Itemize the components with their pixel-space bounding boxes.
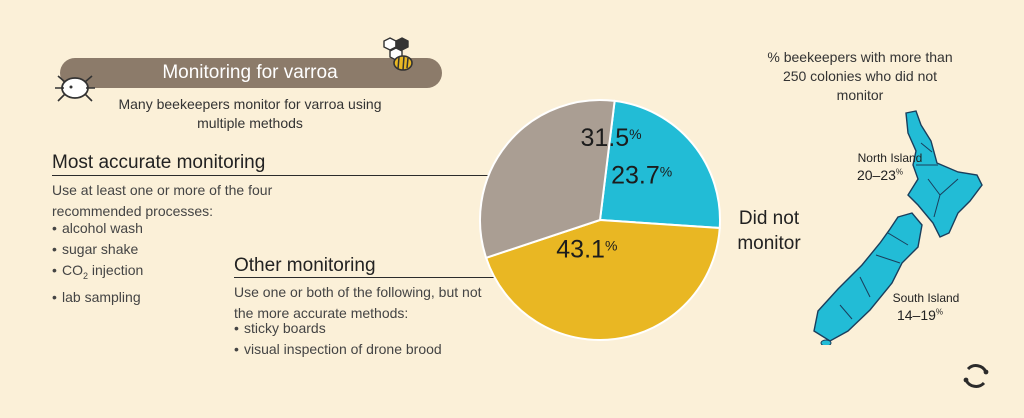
most-accurate-leader-line: [52, 175, 600, 176]
most-accurate-list: alcohol wash sugar shake CO2 injection l…: [52, 218, 143, 308]
did-not-line1: Did not: [738, 208, 800, 229]
pie-slice-did-not-monitor: [598, 99, 721, 230]
list-item: visual inspection of drone brood: [234, 339, 442, 360]
other-description: Use one or both of the following, but no…: [234, 284, 482, 321]
pie-slice-other-monitoring: [484, 218, 721, 341]
list-item: CO2 injection: [52, 260, 143, 287]
stewart-island-shape: [820, 339, 832, 345]
north-island-name: North Island: [857, 151, 923, 165]
list-item: sugar shake: [52, 239, 143, 260]
did-not-line2: monitor: [737, 233, 801, 254]
did-not-monitor-label: Did not monitor: [726, 206, 812, 256]
south-range-value: 14–19: [896, 307, 936, 323]
other-list: sticky boards visual inspection of drone…: [234, 318, 442, 360]
title-banner: [60, 58, 442, 88]
nz-title: % beekeepers with more than 250 colonies…: [767, 49, 953, 103]
pie-chart: 23.7% 43.1% 31.5%: [479, 99, 721, 341]
list-item: sticky boards: [234, 318, 442, 339]
co2-text: CO: [62, 262, 83, 278]
list-item: lab sampling: [52, 287, 143, 308]
north-range-value: 20–23: [856, 167, 896, 183]
most-accurate-description: Use at least one or more of the four rec…: [52, 182, 273, 219]
north-island-range: 20–23%: [840, 167, 920, 183]
co2-subscript: 2: [83, 270, 89, 281]
north-range-unit: %: [895, 167, 904, 177]
south-island-regions: [839, 232, 909, 320]
new-zealand-map: [813, 110, 983, 345]
list-item: alcohol wash: [52, 218, 143, 239]
pie-value-label: 23.7%: [611, 162, 672, 190]
south-island-shape: [813, 212, 923, 342]
subtitle: Many beekeepers monitor for varroa using…: [118, 96, 382, 131]
south-range-unit: %: [935, 307, 944, 317]
mite-icon: [55, 75, 95, 102]
other-heading: Other monitoring: [234, 255, 376, 276]
page-title: Monitoring for varroa: [162, 62, 338, 83]
most-accurate-heading: Most accurate monitoring: [52, 152, 266, 173]
pie-slice-most-accurate-monitoring: [479, 99, 616, 260]
pie-value-label: 43.1%: [556, 236, 617, 264]
pie-value-label: 31.5%: [580, 124, 641, 152]
bee-icon: [383, 37, 413, 71]
south-island-name: South Island: [892, 291, 960, 305]
north-island-shape: [905, 110, 983, 238]
other-leader-line: [234, 277, 590, 278]
injection-text: injection: [88, 262, 144, 278]
north-island-regions: [916, 142, 959, 218]
south-island-range: 14–19%: [880, 307, 960, 323]
refresh-logo-icon: [963, 364, 989, 388]
